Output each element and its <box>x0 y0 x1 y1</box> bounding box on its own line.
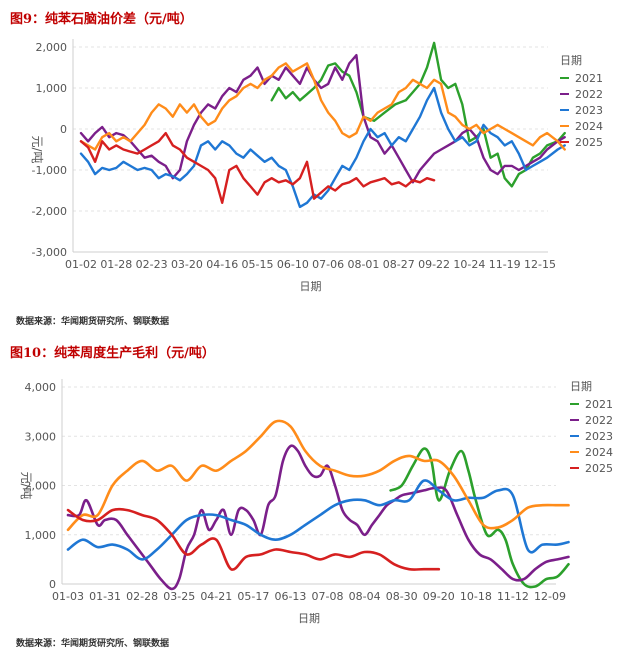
y-tick-label: 0 <box>60 123 67 136</box>
x-tick-label: 10-24 <box>453 258 485 271</box>
y-tick-label: 1,000 <box>36 82 68 95</box>
series-line-2023 <box>66 479 570 561</box>
x-tick-label: 04-21 <box>200 590 232 603</box>
x-tick-label: 08-27 <box>383 258 415 271</box>
legend-label-2023: 2023 <box>585 430 613 443</box>
legend-title: 日期 <box>560 54 582 67</box>
x-tick-label: 04-16 <box>206 258 238 271</box>
x-tick-label: 06-10 <box>277 258 309 271</box>
x-tick-label: 05-17 <box>237 590 269 603</box>
x-tick-label: 08-01 <box>347 258 379 271</box>
x-tick-label: 09-22 <box>418 258 450 271</box>
x-tick-label: 07-08 <box>312 590 344 603</box>
legend-label-2025: 2025 <box>585 462 613 475</box>
y-axis-title: 元/吨 <box>19 471 33 499</box>
x-tick-label: 02-28 <box>126 590 158 603</box>
x-tick-label: 11-12 <box>497 590 529 603</box>
legend-label-2023: 2023 <box>575 104 603 117</box>
y-tick-label: 4,000 <box>25 381 57 394</box>
legend-label-2024: 2024 <box>585 446 613 459</box>
y-tick-label: 1,000 <box>25 529 57 542</box>
x-tick-label: 01-31 <box>89 590 121 603</box>
chart-margin: 4,000 3,000 2,000 1,000 001-03 01-31 02-28 03-2… <box>19 379 613 625</box>
x-tick-label: 12-09 <box>534 590 566 603</box>
figure-10-title: 图10：纯苯周度生产毛利（元/吨） <box>10 346 215 361</box>
figure-9-title: 图9：纯苯石脑油价差（元/吨） <box>10 12 193 27</box>
legend-label-2021: 2021 <box>575 72 603 85</box>
x-tick-label: 12-15 <box>524 258 556 271</box>
x-tick-label: 06-13 <box>274 590 306 603</box>
series-line-2023 <box>79 86 566 209</box>
x-axis-title: 日期 <box>298 612 320 625</box>
x-tick-label: 02-23 <box>136 258 168 271</box>
series-line-2024 <box>66 419 570 532</box>
y-tick-label: -2,000 <box>32 205 67 218</box>
x-tick-label: 10-18 <box>460 590 492 603</box>
series-line-2024 <box>79 62 566 151</box>
series-line-2021 <box>389 447 570 589</box>
x-tick-label: 01-28 <box>100 258 132 271</box>
series-line-2025 <box>79 131 436 204</box>
x-tick-label: 01-02 <box>65 258 97 271</box>
series-line-2022 <box>66 444 570 591</box>
legend-label-2024: 2024 <box>575 120 603 133</box>
legend-title: 日期 <box>570 380 592 393</box>
figure-9-source: 数据来源：华闻期货研究所、钢联数据 <box>16 317 170 327</box>
legend-label-2021: 2021 <box>585 398 613 411</box>
y-tick-label: -1,000 <box>32 164 67 177</box>
legend-label-2025: 2025 <box>575 136 603 149</box>
x-tick-label: 03-20 <box>171 258 203 271</box>
y-tick-label: 3,000 <box>25 430 57 443</box>
y-tick-label: 0 <box>49 578 56 591</box>
series-line-2021 <box>270 41 566 188</box>
y-axis-title: 元/吨 <box>30 135 44 163</box>
x-tick-label: 05-15 <box>242 258 274 271</box>
legend-label-2022: 2022 <box>585 414 613 427</box>
series-line-2025 <box>66 507 441 571</box>
legend-label-2022: 2022 <box>575 88 603 101</box>
x-tick-label: 11-19 <box>489 258 521 271</box>
x-tick-label: 09-20 <box>423 590 455 603</box>
x-tick-label: 08-04 <box>349 590 381 603</box>
x-axis-title: 日期 <box>300 280 322 293</box>
x-tick-label: 01-03 <box>52 590 84 603</box>
x-tick-label: 03-25 <box>163 590 195 603</box>
series-line-2022 <box>79 54 566 184</box>
figure-10-source: 数据来源：华闻期货研究所、钢联数据 <box>16 639 170 649</box>
y-tick-label: 2,000 <box>25 480 57 493</box>
x-tick-label: 08-30 <box>386 590 418 603</box>
y-tick-label: -3,000 <box>32 246 67 259</box>
x-tick-label: 07-06 <box>312 258 344 271</box>
y-tick-label: 2,000 <box>36 41 68 54</box>
